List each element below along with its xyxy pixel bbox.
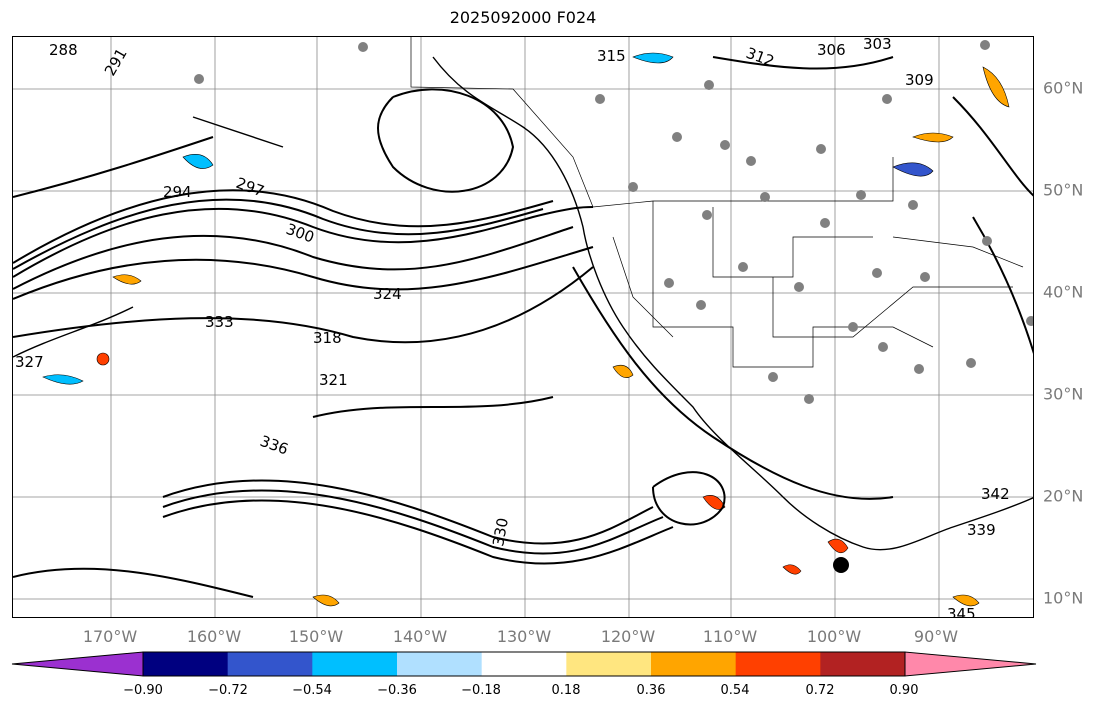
lat-label: 30°N <box>1043 384 1084 404</box>
coastlines <box>13 56 1033 551</box>
map-title: 2025092000 F024 <box>449 8 597 27</box>
colorbar-tick-label: 0.36 <box>636 683 666 698</box>
contour-label: 345 <box>947 605 976 618</box>
contour-label: 342 <box>981 485 1010 503</box>
contour-label: 333 <box>205 313 234 331</box>
contour-label: 309 <box>905 71 934 89</box>
station-dots <box>194 40 1033 404</box>
colorbar-segment <box>735 652 821 676</box>
contour-label: 327 <box>15 353 44 371</box>
colorbar-tick-label: −0.18 <box>461 683 501 698</box>
colorbar-tick-label: 0.54 <box>720 683 750 698</box>
lon-label: 100°W <box>806 627 862 646</box>
lon-label: 120°W <box>600 627 656 646</box>
lon-label: 110°W <box>702 627 758 646</box>
colorbar-segment <box>397 652 483 676</box>
lon-label: 140°W <box>392 627 448 646</box>
lat-label: 40°N <box>1043 282 1084 302</box>
map-canvas: 288 291 294 297 300 303 306 309 312 315 … <box>13 37 1033 618</box>
contour-label: 321 <box>319 371 348 389</box>
colorbar-segment <box>481 652 567 676</box>
contour-label: 315 <box>597 47 626 65</box>
colorbar-max-arrow <box>904 651 1037 677</box>
colorbar-segment <box>651 652 737 676</box>
colorbar-tick-label: −0.54 <box>292 683 332 698</box>
contour-label: 303 <box>863 37 892 53</box>
contour-label: 291 <box>101 45 131 79</box>
contour-label: 336 <box>258 432 291 459</box>
lon-label: 170°W <box>82 627 138 646</box>
colorbar-min-arrow <box>11 651 144 677</box>
colorbar-tick-label: 0.90 <box>889 683 919 698</box>
colorbar-tick-label: 0.18 <box>551 683 581 698</box>
shading-patches <box>42 52 1010 607</box>
colorbar-tick-label: −0.90 <box>123 683 163 698</box>
colorbar <box>11 651 1037 677</box>
contour-label: 339 <box>967 521 996 539</box>
lon-label: 130°W <box>496 627 552 646</box>
contour-label: 288 <box>49 41 78 59</box>
contour-label: 330 <box>489 516 512 547</box>
contour-label: 306 <box>817 41 846 59</box>
political-boundaries <box>410 37 1024 368</box>
contour-label: 312 <box>744 44 777 71</box>
colorbar-tick-label: −0.36 <box>377 683 417 698</box>
theta-contours <box>13 56 1033 598</box>
contour-label: 297 <box>234 174 267 201</box>
colorbar-tick-label: −0.72 <box>208 683 248 698</box>
colorbar-segment <box>227 652 313 676</box>
contour-label: 300 <box>284 220 317 247</box>
colorbar-segment <box>143 652 229 676</box>
contour-label: 318 <box>313 329 342 347</box>
colorbar-tick-label: 0.72 <box>805 683 835 698</box>
graticule <box>13 37 1033 617</box>
colorbar-segment <box>566 652 652 676</box>
colorbar-segment <box>820 652 906 676</box>
contour-label: 324 <box>373 285 402 303</box>
lon-label: 90°W <box>913 627 959 646</box>
contour-label-group: 288 291 294 297 300 303 306 309 312 315 … <box>15 37 1010 618</box>
contour-label: 294 <box>163 183 192 201</box>
lon-label: 150°W <box>288 627 344 646</box>
lat-label: 10°N <box>1043 588 1084 608</box>
lat-label: 50°N <box>1043 180 1084 200</box>
colorbar-segment <box>312 652 398 676</box>
lat-label: 20°N <box>1043 486 1084 506</box>
lon-label: 160°W <box>186 627 242 646</box>
map-panel: 288 291 294 297 300 303 306 309 312 315 … <box>12 36 1034 618</box>
lat-label: 60°N <box>1043 78 1084 98</box>
